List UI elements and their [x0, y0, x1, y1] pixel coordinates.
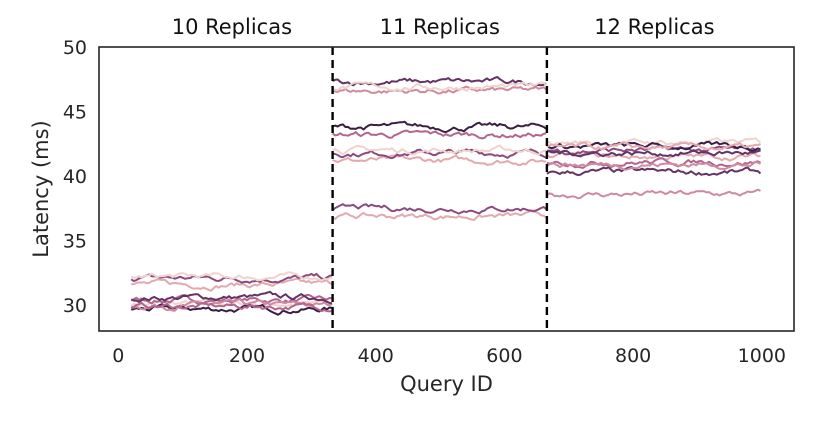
x-tick-label: 400	[358, 345, 394, 367]
series-line	[332, 209, 547, 221]
x-tick-label: 600	[486, 345, 522, 367]
series-line	[130, 303, 333, 316]
series-line	[546, 140, 761, 151]
y-axis-label: Latency (ms)	[29, 120, 53, 257]
series-line	[546, 157, 761, 169]
y-tick-label: 30	[63, 295, 87, 317]
series-line	[546, 140, 761, 152]
x-tick-label: 1000	[738, 345, 786, 367]
series-line	[131, 277, 333, 292]
x-tick-label: 200	[229, 345, 265, 367]
x-tick-label: 0	[112, 345, 124, 367]
plot-frame	[98, 46, 795, 332]
series-line	[130, 293, 333, 305]
series-line	[130, 298, 333, 312]
series-line	[130, 271, 333, 282]
section-label: 11 Replicas	[380, 15, 500, 39]
series-line	[332, 81, 547, 92]
series-line	[546, 188, 761, 200]
series-line	[332, 154, 547, 166]
y-tick-label: 50	[63, 37, 87, 59]
series-line	[331, 203, 547, 215]
y-tick-label: 40	[63, 166, 87, 188]
divider-layer	[331, 47, 549, 331]
series-line	[546, 149, 761, 158]
series-layer	[130, 76, 762, 316]
x-tick-label: 800	[615, 345, 651, 367]
series-line	[331, 129, 547, 140]
series-line	[130, 301, 333, 313]
series-line	[332, 144, 547, 156]
y-tick-label: 35	[63, 231, 87, 253]
section-label: 10 Replicas	[172, 15, 292, 39]
series-line	[332, 120, 547, 134]
section-label-layer: 10 Replicas 11 Replicas 12 Replicas	[172, 15, 715, 39]
series-line	[130, 290, 333, 305]
tick-layer: 0 200 400 600 800 1000 30 35 40 45 50	[63, 37, 786, 367]
series-line	[332, 85, 547, 95]
y-tick-label: 45	[63, 102, 87, 124]
series-line	[546, 166, 762, 177]
series-line	[332, 148, 547, 160]
series-line	[546, 161, 761, 171]
x-axis-label: Query ID	[400, 372, 493, 396]
section-label: 12 Replicas	[594, 15, 714, 39]
